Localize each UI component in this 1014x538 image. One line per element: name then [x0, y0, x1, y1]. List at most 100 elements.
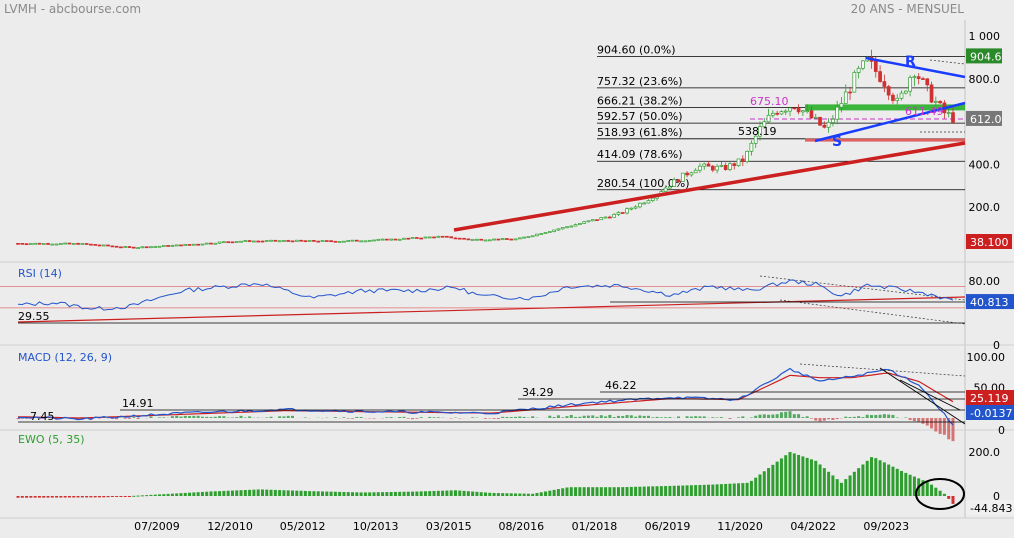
ewo-bar: [213, 491, 217, 496]
candle-body: [119, 246, 123, 249]
ewo-bar: [106, 496, 110, 498]
ewo-bar: [814, 460, 818, 496]
macd-histogram-bar: [471, 417, 475, 418]
candle-body: [453, 237, 458, 240]
macd-histogram-bar: [188, 416, 192, 418]
candle-body: [123, 246, 128, 248]
candle-body: [166, 245, 170, 247]
ewo-bar: [930, 484, 934, 496]
ewo-bar: [642, 486, 646, 496]
candle-body: [878, 71, 882, 82]
fib-label: 280.54 (100.0%): [597, 177, 690, 190]
candle-body: [736, 158, 741, 166]
ewo-bar: [728, 483, 732, 496]
macd-histogram-bar: [616, 415, 620, 418]
price-y-tick: 800.0: [969, 73, 1001, 86]
macd-histogram-bar: [561, 417, 565, 418]
ewo-bar: [20, 496, 24, 498]
annotation-538: 538.19: [738, 125, 777, 138]
ewo-bar: [548, 490, 552, 496]
ewo-bar: [908, 474, 912, 496]
macd-histogram-bar: [676, 416, 680, 418]
ewo-bar: [775, 461, 779, 496]
ewo-bar: [831, 475, 835, 496]
ewo-bar: [389, 491, 393, 496]
candle-body: [912, 76, 917, 78]
candle-body: [861, 60, 865, 69]
price-y-tick: 200.0: [969, 201, 1001, 214]
macd-histogram-bar: [518, 416, 522, 418]
ewo-bar: [574, 487, 578, 496]
ewo-bar: [102, 496, 106, 498]
ewo-bar: [179, 493, 183, 496]
ewo-bar: [479, 492, 483, 496]
candle-body: [578, 223, 582, 225]
macd-histogram-bar: [668, 417, 672, 418]
candle-body: [856, 67, 861, 73]
candle-body: [775, 112, 779, 115]
ewo-bar: [938, 490, 942, 496]
macd-histogram-bar: [505, 416, 509, 418]
candle-body: [882, 81, 887, 87]
ewo-bar: [912, 476, 916, 496]
rsi-value-text: 40.813: [970, 296, 1009, 309]
macd-histogram-bar: [179, 416, 183, 418]
x-tick-label: 12/2010: [207, 520, 253, 533]
macd-histogram-bar: [947, 418, 951, 440]
ewo-bar: [166, 493, 170, 496]
price-y-tick: 1 000: [969, 30, 1001, 43]
macd-histogram-bar: [852, 416, 856, 418]
macd-histogram-bar: [749, 417, 753, 418]
macd-annotation: 46.22: [605, 379, 637, 392]
candle-body: [84, 243, 89, 245]
candle-body: [886, 86, 891, 96]
ewo-bar: [672, 485, 676, 496]
macd-histogram-bar: [265, 417, 269, 418]
macd-histogram-bar: [333, 417, 337, 418]
candle-body: [273, 239, 278, 242]
macd-histogram-bar: [870, 415, 874, 418]
macd-histogram-bar: [762, 414, 766, 418]
candle-body: [526, 236, 531, 238]
candle-body: [114, 245, 119, 248]
macd-histogram-bar: [16, 418, 20, 420]
ewo-bar: [531, 493, 535, 496]
macd-histogram-bar: [218, 416, 222, 418]
candle-body: [294, 239, 299, 242]
candle-body: [144, 246, 149, 249]
candle-body: [612, 213, 617, 218]
macd-histogram-bar: [591, 415, 595, 418]
macd-histogram-bar: [728, 418, 732, 419]
ewo-bar: [449, 490, 453, 496]
candle-body: [547, 231, 552, 233]
ewo-bar: [501, 493, 505, 496]
candle-body: [226, 241, 231, 244]
ewo-value-text: -44.843: [970, 502, 1012, 515]
ewo-bar: [852, 471, 856, 496]
candle-body: [556, 228, 561, 231]
macd-histogram-bar: [398, 416, 402, 418]
ewo-bar: [878, 460, 882, 496]
macd-histogram-bar: [162, 417, 166, 418]
ewo-bar: [676, 485, 680, 496]
macd-histogram-bar: [158, 417, 162, 418]
ewo-bar: [758, 474, 762, 496]
ewo-bar: [749, 480, 753, 496]
candle-body: [337, 241, 342, 243]
candle-body: [247, 240, 252, 242]
macd-histogram-bar: [411, 418, 415, 420]
ewo-bar: [42, 496, 46, 498]
ewo-bar: [719, 484, 723, 496]
candle-body: [286, 240, 291, 242]
ewo-y-tick: 200.0: [969, 446, 1001, 459]
macd-histogram-bar: [342, 417, 346, 418]
x-tick-label: 05/2012: [280, 520, 326, 533]
macd-label: MACD (12, 26, 9): [18, 351, 113, 364]
macd-histogram-bar: [175, 415, 179, 418]
candle-body: [818, 116, 822, 126]
ewo-bar: [436, 490, 440, 496]
ewo-bar: [359, 492, 363, 496]
ewo-bar: [556, 489, 560, 496]
macd-y-tick: 0: [998, 424, 1005, 437]
candle-body: [204, 242, 209, 245]
